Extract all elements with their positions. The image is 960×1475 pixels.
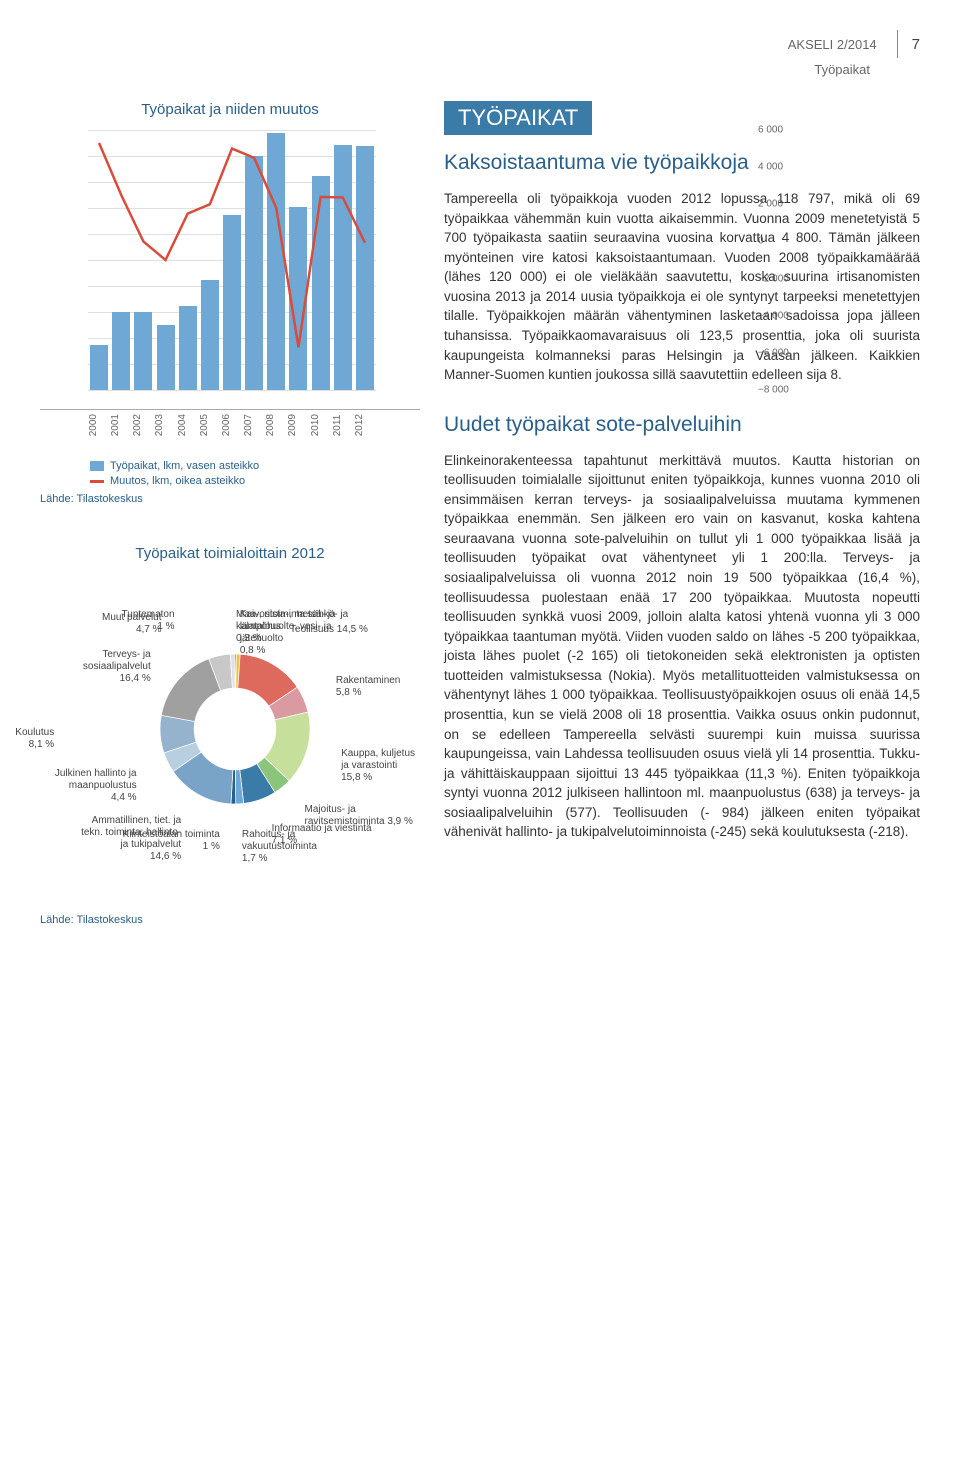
legend-row-bar: Työpaikat, lkm, vasen asteikko [90, 460, 420, 472]
combo-legend: Työpaikat, lkm, vasen asteikko Muutos, l… [90, 460, 420, 487]
pie-slice-label: Julkinen hallinto ja maanpuolustus4,4 % [27, 768, 137, 804]
line-swatch-icon [90, 480, 104, 483]
pie-slice-label: Koulutus8,1 % [15, 727, 54, 751]
pie-slice-label: Ammatillinen, tiet. ja tekn. toiminta; h… [71, 815, 181, 863]
pie-slice-label: Rahoitus- ja vakuutustoiminta1,7 % [242, 829, 352, 865]
combo-x-labels: 2000200120022003200420052006200720082009… [88, 414, 376, 436]
pie-source: Lähde: Tilastokeskus [40, 914, 420, 926]
section1-heading: Kaksoistaantuma vie työpaikkoja [444, 151, 920, 175]
combo-chart-title: Työpaikat ja niiden muutos [40, 101, 420, 118]
content-row: Työpaikat ja niiden muutos 100 000102 00… [40, 101, 920, 926]
pie-block: Työpaikat toimialoittain 2012 Maa-, riis… [40, 545, 420, 926]
page: AKSELI 2/2014 7 Työpaikat Työpaikat ja n… [0, 0, 960, 956]
pie-slice-label: Kauppa, kuljetus ja varastointi15,8 % [341, 748, 420, 784]
combo-line-svg [88, 130, 376, 390]
legend-row-line: Muutos, lkm, oikea asteikko [90, 475, 420, 487]
header-subtitle: Työpaikat [40, 62, 870, 77]
pie-slice-label: Rakentaminen5,8 % [336, 675, 400, 699]
legend-line-label: Muutos, lkm, oikea asteikko [110, 475, 245, 487]
section2-heading: Uudet työpaikat sote-palveluihin [444, 413, 920, 437]
legend-bar-label: Työpaikat, lkm, vasen asteikko [110, 460, 259, 472]
bar-swatch-icon [90, 461, 104, 471]
journal-title: AKSELI 2/2014 [788, 37, 887, 52]
combo-chart: 100 000102 000104 000106 000108 000110 0… [40, 130, 420, 410]
pie-slice-label: Tuntematon1 % [122, 609, 175, 633]
pie-slice-label: Teollisuus 14,5 % [290, 624, 368, 636]
section2-body: Elinkeinorakenteessa tapahtunut merkittä… [444, 451, 920, 842]
pie-slice-label: Terveys- ja sosiaalipalvelut16,4 % [41, 649, 151, 685]
pie-title: Työpaikat toimialoittain 2012 [40, 545, 420, 562]
page-header: AKSELI 2/2014 7 [40, 30, 920, 58]
pie-chart: Maa-, riista-, metsä- ja kalatalous0,3 %… [40, 574, 420, 904]
pie-svg [160, 654, 310, 804]
combo-plot [88, 130, 376, 390]
combo-source: Lähde: Tilastokeskus [40, 493, 420, 505]
header-divider [897, 30, 898, 58]
right-column: TYÖPAIKAT Kaksoistaantuma vie työpaikkoj… [444, 101, 920, 926]
page-number: 7 [908, 36, 920, 53]
section1-body: Tampereella oli työpaikkoja vuoden 2012 … [444, 189, 920, 385]
section-banner: TYÖPAIKAT [444, 101, 592, 135]
left-column: Työpaikat ja niiden muutos 100 000102 00… [40, 101, 420, 926]
